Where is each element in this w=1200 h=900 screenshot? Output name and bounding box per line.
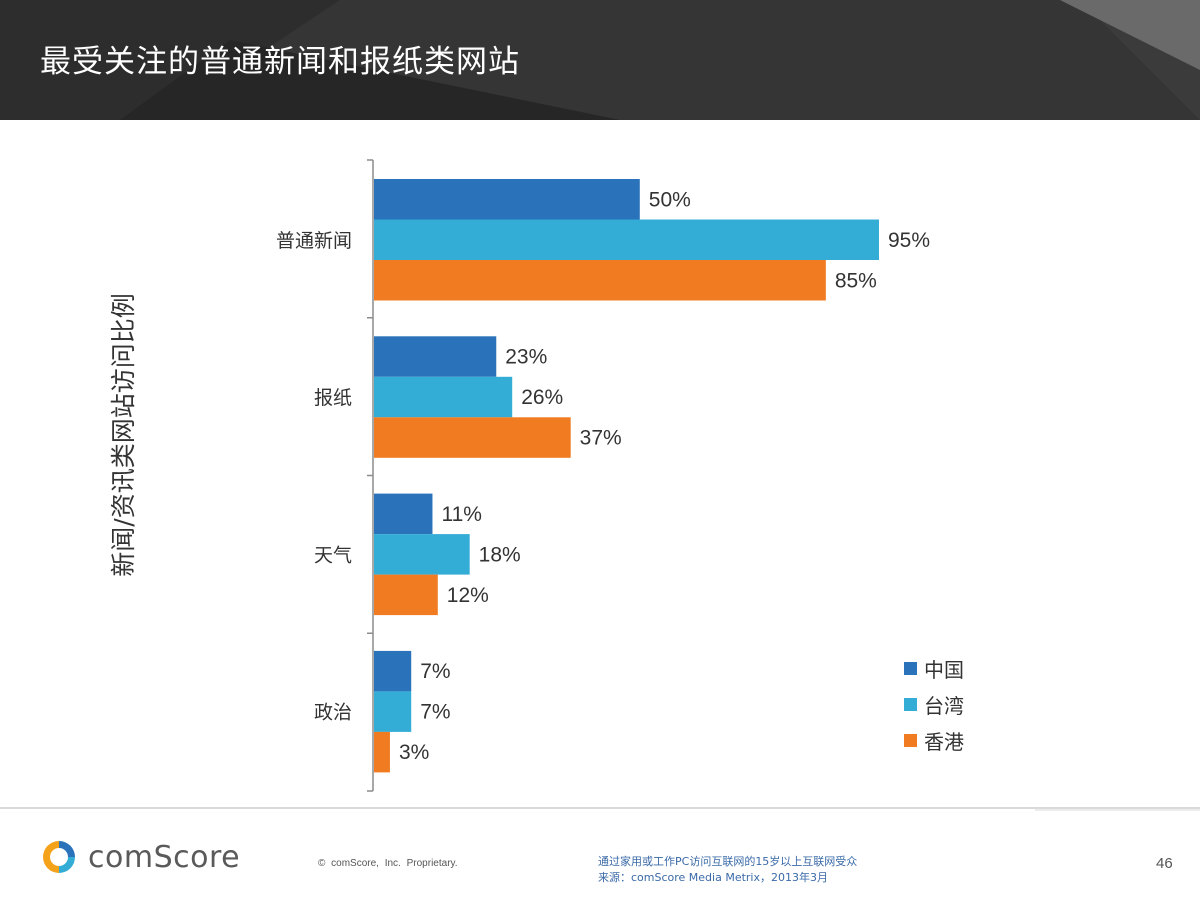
source-note: 通过家用或工作PC访问互联网的15岁以上互联网受众 来源：comScore Me…	[598, 854, 857, 886]
data-label-politics-hongkong: 3%	[399, 741, 429, 764]
data-label-weather-china: 11%	[441, 503, 481, 526]
footer-divider-accent	[1035, 809, 1200, 811]
bar-newspaper-china	[374, 336, 497, 377]
data-label-general-news-taiwan: 95%	[888, 229, 930, 252]
bar-general-news-hongkong	[374, 260, 826, 301]
footer-divider	[0, 807, 1200, 809]
legend-swatch-taiwan	[904, 697, 917, 711]
header-background-shapes	[0, 0, 1200, 120]
bar-weather-hongkong	[374, 574, 438, 616]
data-label-politics-taiwan: 7%	[420, 701, 450, 724]
data-label-general-news-china: 50%	[649, 188, 691, 211]
comscore-logo: comScore	[40, 838, 240, 876]
data-label-newspaper-hongkong: 37%	[580, 427, 622, 450]
data-label-weather-taiwan: 18%	[479, 543, 521, 566]
comscore-logo-icon	[43, 841, 75, 873]
data-label-politics-china: 7%	[420, 660, 450, 683]
source-note-source: 来源：comScore Media Metrix，2013年3月	[598, 871, 828, 884]
legend-item-taiwan: 台湾	[904, 686, 964, 722]
bar-newspaper-hongkong	[374, 417, 571, 458]
category-label-weather: 天气	[314, 544, 352, 566]
bar-politics-taiwan	[374, 691, 412, 732]
category-label-politics: 政治	[314, 702, 352, 724]
copyright-notice: © comScore, Inc. Proprietary.	[318, 858, 458, 869]
bar-general-news-china	[374, 179, 640, 220]
data-label-general-news-hongkong: 85%	[835, 269, 877, 292]
bar-newspaper-taiwan	[374, 376, 513, 418]
legend-swatch-hongkong	[904, 733, 917, 747]
bar-politics-china	[374, 650, 412, 692]
legend-label-china: 中国	[924, 657, 964, 682]
bar-weather-china	[374, 493, 433, 535]
comscore-logo-text: comScore	[88, 839, 241, 875]
legend-item-hongkong: 香港	[904, 722, 964, 758]
data-label-weather-hongkong: 12%	[447, 584, 489, 607]
page-title: 最受关注的普通新闻和报纸类网站	[40, 44, 520, 80]
source-note-audience: 通过家用或工作PC访问互联网的15岁以上互联网受众	[598, 855, 858, 868]
data-label-newspaper-taiwan: 26%	[521, 386, 563, 409]
bar-weather-taiwan	[374, 534, 470, 575]
bar-politics-hongkong	[374, 731, 390, 773]
legend-label-hongkong: 香港	[924, 729, 964, 754]
page-number: 46	[1156, 855, 1173, 872]
legend-label-taiwan: 台湾	[924, 693, 964, 718]
bar-general-news-taiwan	[374, 219, 879, 260]
category-label-newspaper: 报纸	[314, 387, 352, 409]
category-label-general-news: 普通新闻	[276, 230, 352, 252]
legend-swatch-china	[904, 661, 917, 675]
legend-item-china: 中国	[904, 650, 964, 686]
header-banner: 最受关注的普通新闻和报纸类网站	[0, 0, 1200, 120]
data-label-newspaper-china: 23%	[505, 346, 547, 369]
chart-legend: 中国 台湾 香港	[904, 650, 964, 758]
